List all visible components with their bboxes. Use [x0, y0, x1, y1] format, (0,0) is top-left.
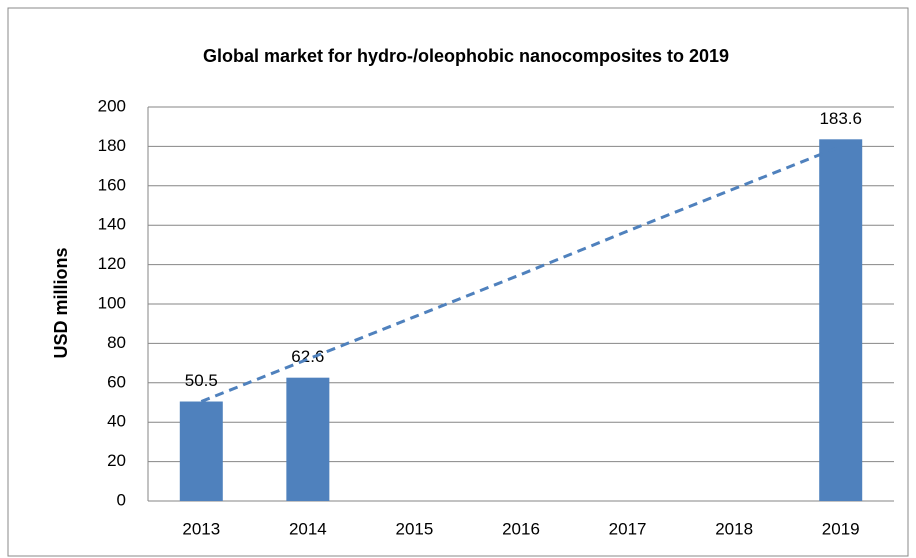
- data-label: 62.6: [291, 347, 324, 366]
- data-label: 183.6: [819, 109, 862, 128]
- y-tick-label: 200: [98, 96, 126, 115]
- x-tick-label: 2017: [609, 519, 647, 538]
- y-tick-label: 80: [107, 333, 126, 352]
- bar: [179, 401, 223, 501]
- x-tick-label: 2019: [822, 519, 860, 538]
- y-tick-label: 180: [98, 136, 126, 155]
- trend-line: [200, 145, 842, 403]
- chart-title: Global market for hydro-/oleophobic nano…: [203, 46, 729, 66]
- y-tick-label: 40: [107, 412, 126, 431]
- y-tick-label: 140: [98, 215, 126, 234]
- y-tick-label: 20: [107, 451, 126, 470]
- y-tick-label: 0: [117, 490, 126, 509]
- y-tick-label: 100: [98, 293, 126, 312]
- x-tick-label: 2018: [715, 519, 753, 538]
- y-tick-label: 120: [98, 254, 126, 273]
- x-tick-label: 2015: [396, 519, 434, 538]
- x-tick-label: 2014: [289, 519, 327, 538]
- chart-border: [7, 7, 909, 557]
- bar: [286, 377, 330, 501]
- data-label: 50.5: [185, 371, 218, 390]
- bar: [819, 139, 863, 502]
- x-tick-label: 2016: [502, 519, 540, 538]
- x-tick-label: 2013: [182, 519, 220, 538]
- y-tick-label: 160: [98, 175, 126, 194]
- y-axis-label: USD millions: [51, 247, 71, 358]
- y-tick-label: 60: [107, 372, 126, 391]
